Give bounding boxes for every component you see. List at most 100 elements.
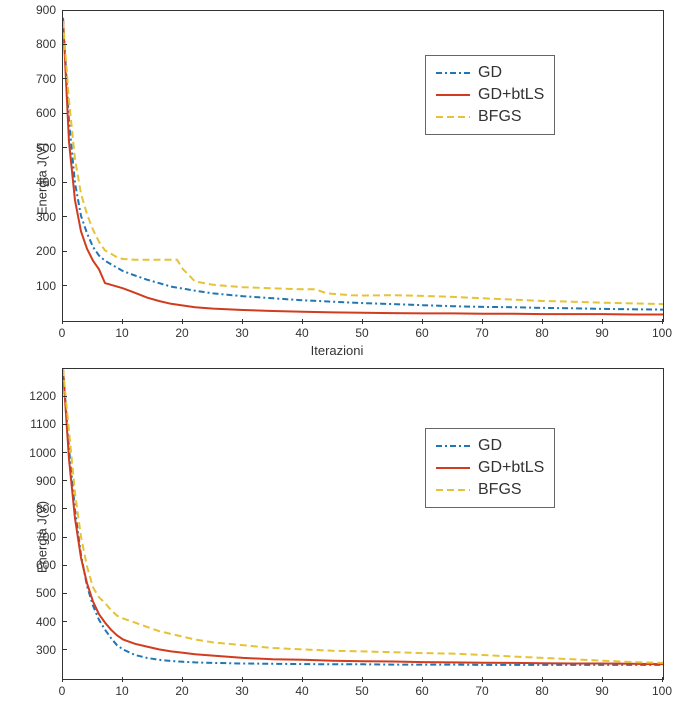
ytick	[62, 621, 67, 622]
legend-item-gd: GD	[436, 435, 544, 457]
legend-label: BFGS	[478, 108, 522, 126]
legend-swatch	[436, 458, 470, 478]
ytick	[62, 480, 67, 481]
xtick-label: 90	[595, 684, 608, 698]
legend: GD GD+btLS BFGS	[425, 55, 555, 135]
xtick-label: 90	[595, 326, 608, 340]
ytick	[62, 251, 67, 252]
series-bfgs	[63, 21, 663, 304]
xtick-label: 10	[115, 684, 128, 698]
ytick	[62, 285, 67, 286]
legend-label: GD	[478, 437, 502, 455]
legend-swatch	[436, 480, 470, 500]
legend-swatch	[436, 85, 470, 105]
xtick	[302, 319, 303, 324]
ytick-label: 1100	[16, 417, 56, 431]
legend-item-bfgs: BFGS	[436, 479, 544, 501]
xtick	[602, 319, 603, 324]
ytick	[62, 593, 67, 594]
ytick-label: 900	[16, 3, 56, 17]
series-bfgs	[63, 369, 663, 663]
ytick	[62, 216, 67, 217]
series-gd-btls	[63, 18, 663, 315]
xtick	[122, 319, 123, 324]
ytick	[62, 147, 67, 148]
xtick	[242, 677, 243, 682]
xtick	[242, 319, 243, 324]
ytick-label: 800	[16, 37, 56, 51]
legend-swatch	[436, 63, 470, 83]
xtick-label: 100	[652, 326, 672, 340]
legend-label: GD	[478, 64, 502, 82]
ytick-label: 600	[16, 558, 56, 572]
top-plot-area	[62, 10, 664, 322]
bottom-plot-area	[62, 368, 664, 680]
xtick	[602, 677, 603, 682]
xtick-label: 30	[235, 684, 248, 698]
ytick-label: 100	[16, 279, 56, 293]
top-chart: Energia J(V) Iterazioni 0102030405060708…	[0, 0, 674, 358]
xtick-label: 10	[115, 326, 128, 340]
series-gd-btls	[63, 369, 663, 664]
legend: GD GD+btLS BFGS	[425, 428, 555, 508]
ytick	[62, 452, 67, 453]
xtick-label: 70	[475, 326, 488, 340]
ytick-label: 200	[16, 244, 56, 258]
ytick	[62, 113, 67, 114]
xtick	[122, 677, 123, 682]
xtick	[182, 319, 183, 324]
legend-label: GD+btLS	[478, 86, 544, 104]
xtick	[422, 319, 423, 324]
xtick-label: 20	[175, 684, 188, 698]
ytick	[62, 508, 67, 509]
xtick	[662, 677, 663, 682]
ytick-label: 1200	[16, 389, 56, 403]
ytick	[62, 10, 67, 11]
xtick-label: 50	[355, 684, 368, 698]
xtick-label: 70	[475, 684, 488, 698]
charts-container: Energia J(V) Iterazioni 0102030405060708…	[0, 0, 674, 716]
ytick	[62, 396, 67, 397]
xtick-label: 40	[295, 684, 308, 698]
legend-swatch	[436, 107, 470, 127]
xtick-label: 40	[295, 326, 308, 340]
xtick-label: 100	[652, 684, 672, 698]
series-gd	[63, 18, 663, 310]
xtick	[482, 319, 483, 324]
xtick	[302, 677, 303, 682]
legend-item-bfgs: BFGS	[436, 106, 544, 128]
xtick-label: 80	[535, 684, 548, 698]
top-xlabel: Iterazioni	[311, 343, 364, 358]
xtick	[362, 677, 363, 682]
ytick-label: 500	[16, 141, 56, 155]
xtick	[542, 677, 543, 682]
xtick-label: 60	[415, 684, 428, 698]
ytick-label: 400	[16, 615, 56, 629]
legend-item-gd: GD	[436, 62, 544, 84]
xtick-label: 80	[535, 326, 548, 340]
ytick-label: 400	[16, 175, 56, 189]
ytick-label: 300	[16, 210, 56, 224]
ytick	[62, 565, 67, 566]
legend-label: GD+btLS	[478, 459, 544, 477]
xtick	[362, 319, 363, 324]
ytick-label: 1000	[16, 446, 56, 460]
xtick-label: 20	[175, 326, 188, 340]
xtick	[422, 677, 423, 682]
legend-swatch	[436, 436, 470, 456]
ytick-label: 900	[16, 474, 56, 488]
ytick-label: 500	[16, 586, 56, 600]
xtick	[482, 677, 483, 682]
xtick-label: 30	[235, 326, 248, 340]
xtick	[62, 677, 63, 682]
legend-label: BFGS	[478, 481, 522, 499]
ytick	[62, 78, 67, 79]
ytick-label: 300	[16, 643, 56, 657]
xtick-label: 0	[59, 326, 66, 340]
xtick	[182, 677, 183, 682]
ytick	[62, 424, 67, 425]
xtick	[662, 319, 663, 324]
legend-item-gd-btls: GD+btLS	[436, 457, 544, 479]
ytick	[62, 182, 67, 183]
ytick	[62, 649, 67, 650]
